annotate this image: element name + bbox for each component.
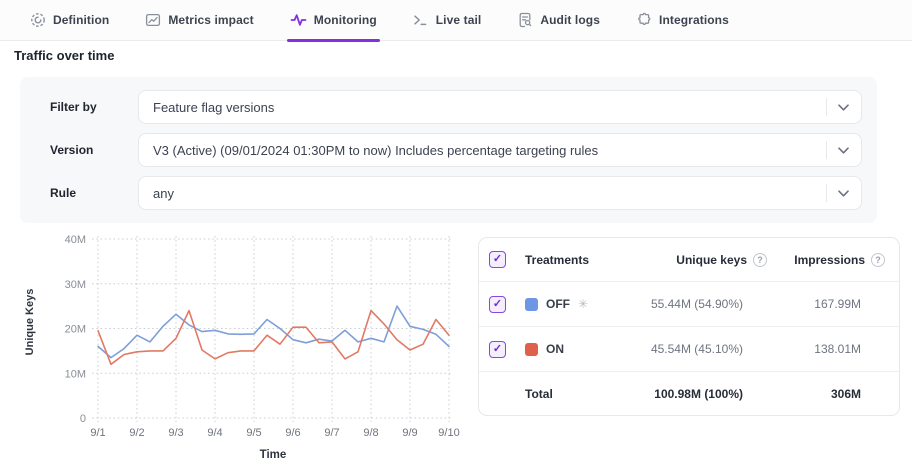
treatments-column-header: Treatments (525, 252, 590, 267)
filter-by-label: Filter by (50, 100, 97, 114)
tab-metrics-impact-label: Metrics impact (168, 13, 254, 27)
check-icon: ✓ (492, 342, 503, 355)
rule-label: Rule (50, 186, 77, 200)
unique-keys-column-header: Unique keys (676, 252, 747, 267)
version-dropdown[interactable]: V3 (Active) (09/01/2024 01:30PM to now) … (138, 133, 862, 167)
tab-audit-logs-label: Audit logs (540, 13, 601, 27)
off-treatment-name: OFF (546, 297, 570, 311)
svg-text:9/6: 9/6 (285, 427, 300, 439)
treatments-table-header: ✓ Treatments Unique keys ? Impressions ? (479, 238, 899, 282)
total-unique-keys: 100.98M (100%) (654, 387, 743, 401)
check-icon: ✓ (492, 253, 503, 265)
definition-icon (30, 12, 46, 28)
svg-text:9/1: 9/1 (90, 427, 105, 439)
rule-row: Rule any (20, 176, 877, 210)
svg-text:30M: 30M (65, 279, 86, 291)
filter-by-value: Feature flag versions (153, 99, 275, 115)
chevron-down-icon[interactable] (826, 177, 861, 209)
filter-by-row: Filter by Feature flag versions (20, 90, 877, 124)
tab-integrations[interactable]: Integrations (636, 0, 729, 41)
tab-integrations-label: Integrations (659, 13, 729, 27)
svg-text:9/10: 9/10 (438, 427, 459, 439)
version-label: Version (50, 143, 94, 157)
svg-text:0: 0 (80, 413, 86, 425)
chevron-down-icon[interactable] (826, 91, 861, 123)
svg-text:40M: 40M (65, 234, 86, 246)
metrics-impact-icon (145, 12, 161, 28)
puzzle-icon (636, 12, 652, 28)
tab-monitoring[interactable]: Monitoring (286, 0, 380, 42)
tab-bar: Definition Metrics impact Monitoring Liv… (0, 0, 912, 42)
page-title: Traffic over time (14, 48, 115, 63)
default-treatment-icon: ✳ (578, 297, 589, 311)
version-row: Version V3 (Active) (09/01/2024 01:30PM … (20, 133, 877, 167)
on-treatment-checkbox[interactable]: ✓ (489, 340, 506, 358)
check-icon: ✓ (492, 297, 503, 310)
treatments-table: ✓ Treatments Unique keys ? Impressions ?… (478, 237, 900, 416)
rule-value: any (153, 185, 174, 201)
svg-text:9/2: 9/2 (129, 427, 144, 439)
tab-audit-logs[interactable]: Audit logs (517, 0, 600, 41)
svg-text:9/9: 9/9 (402, 427, 417, 439)
chevron-down-icon[interactable] (826, 134, 861, 166)
version-value: V3 (Active) (09/01/2024 01:30PM to now) … (153, 142, 599, 158)
svg-text:20M: 20M (65, 324, 86, 336)
tab-live-tail[interactable]: Live tail (413, 0, 482, 41)
impressions-column-header: Impressions (794, 252, 865, 267)
help-icon[interactable]: ? (753, 252, 767, 267)
rule-dropdown[interactable]: any (138, 176, 862, 210)
help-icon[interactable]: ? (871, 252, 885, 267)
off-treatment-checkbox[interactable]: ✓ (489, 295, 506, 313)
filter-card: Filter by Feature flag versions Version … (20, 77, 877, 223)
monitoring-pulse-icon (290, 12, 307, 28)
select-all-treatments-checkbox[interactable]: ✓ (489, 251, 506, 268)
svg-text:10M: 10M (65, 368, 86, 380)
filter-by-dropdown[interactable]: Feature flag versions (138, 90, 862, 124)
tab-monitoring-label: Monitoring (313, 13, 377, 27)
svg-text:9/7: 9/7 (324, 427, 339, 439)
treatments-total-row: Total 100.98M (100%) 306M (479, 372, 899, 415)
tab-live-tail-label: Live tail (435, 13, 482, 27)
total-label: Total (525, 387, 553, 401)
off-color-swatch (525, 297, 538, 311)
svg-text:9/8: 9/8 (363, 427, 378, 439)
svg-text:9/4: 9/4 (207, 427, 222, 439)
on-unique-keys: 45.54M (45.10%) (650, 342, 743, 356)
tab-definition[interactable]: Definition (30, 0, 109, 41)
svg-text:Time: Time (260, 449, 287, 461)
tab-definition-label: Definition (53, 13, 110, 27)
tab-metrics-impact[interactable]: Metrics impact (145, 0, 254, 41)
svg-text:9/3: 9/3 (168, 427, 183, 439)
total-impressions: 306M (830, 387, 861, 401)
on-color-swatch (525, 342, 538, 356)
terminal-icon (413, 12, 429, 28)
treatment-row-on: ✓ ON 45.54M (45.10%) 138.01M (479, 327, 899, 372)
on-treatment-name: ON (546, 342, 564, 356)
traffic-chart-svg: 0 10M 20M 30M 40M 9/1 9/2 9/3 9/4 9/5 9/6 9/7 9/8 9/9… (24, 234, 460, 461)
audit-log-icon (517, 12, 533, 28)
off-unique-keys: 55.44M (54.90%) (650, 297, 743, 311)
on-impressions: 138.01M (814, 342, 861, 356)
treatment-row-off: ✓ OFF ✳ 55.44M (54.90%) 167.99M (479, 282, 899, 327)
svg-text:9/5: 9/5 (246, 427, 261, 439)
traffic-over-time-chart: 0 10M 20M 30M 40M 9/1 9/2 9/3 9/4 9/5 9/6 9/7 9/8 9/9… (0, 226, 468, 470)
svg-text:Unique Keys: Unique Keys (24, 289, 36, 356)
off-impressions: 167.99M (814, 297, 861, 311)
